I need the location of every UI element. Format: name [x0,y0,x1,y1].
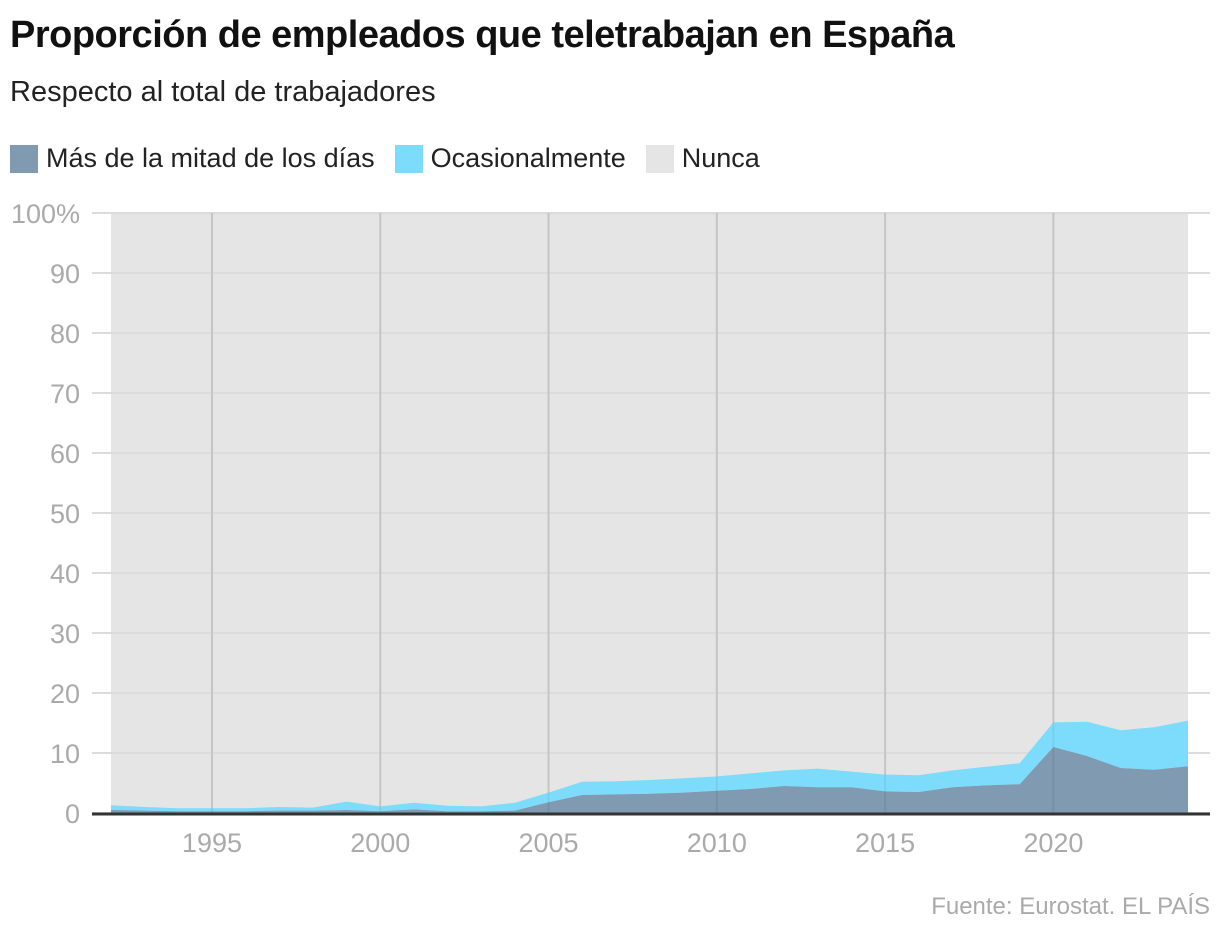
x-tick-label: 2020 [1023,828,1083,858]
legend-swatch [10,144,38,173]
legend: Más de la mitad de los días Ocasionalmen… [10,143,760,174]
y-tick-label: 20 [50,679,80,709]
legend-swatch [645,144,674,173]
legend-item: Ocasionalmente [394,143,626,174]
area-mas-de-la-mitad [111,747,1188,813]
x-tick-label: 2010 [687,828,747,858]
y-tick-label: 30 [50,619,80,649]
x-tick-label: 1995 [182,828,242,858]
source-note: Fuente: Eurostat. EL PAÍS [931,893,1210,920]
y-tick-label: 50 [50,499,80,529]
legend-item: Nunca [645,143,760,174]
x-tick-label: 2015 [855,828,915,858]
y-tick-label: 80 [50,319,80,349]
legend-label: Ocasionalmente [430,143,626,173]
y-tick-label: 70 [50,379,80,409]
y-tick-label: 0 [65,799,80,829]
legend-swatch [394,144,423,173]
y-tick-label: 60 [50,439,80,469]
chart-subtitle: Respecto al total de trabajadores [10,76,436,108]
x-tick-label: 2005 [518,828,578,858]
y-tick-label: 90 [50,259,80,289]
area-ocasionalmente [111,720,1188,812]
legend-label: Más de la mitad de los días [46,143,375,173]
y-tick-label: 100% [11,199,80,229]
y-tick-label: 10 [50,739,80,769]
legend-item: Más de la mitad de los días [10,143,375,174]
chart-title: Proporción de empleados que teletrabajan… [10,14,955,56]
x-tick-label: 2000 [350,828,410,858]
y-tick-label: 40 [50,559,80,589]
legend-label: Nunca [681,143,760,173]
